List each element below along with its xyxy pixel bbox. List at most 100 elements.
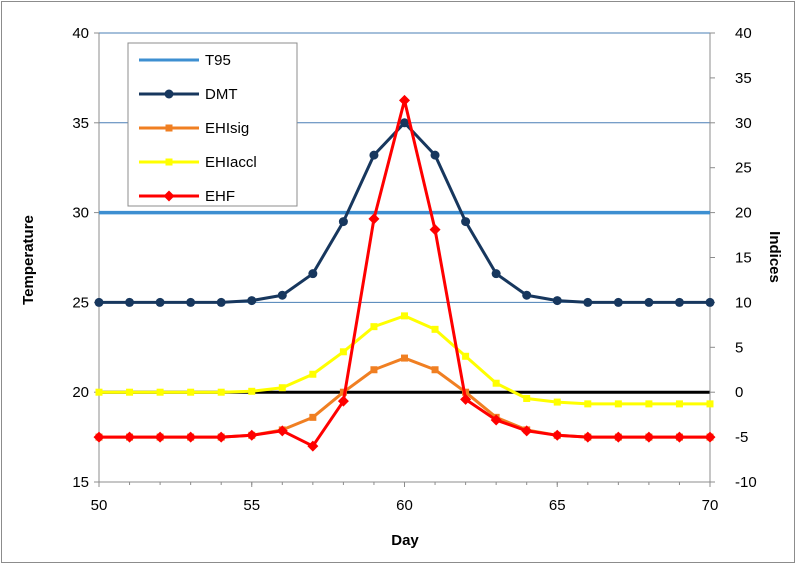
legend-item-ehisig: EHIsig xyxy=(139,120,249,137)
data-point-circle xyxy=(491,269,501,279)
legend-item-ehf: EHF xyxy=(139,188,235,205)
data-point-square xyxy=(165,124,173,132)
plot-series xyxy=(93,94,716,452)
data-point-square xyxy=(675,400,683,408)
data-point-diamond xyxy=(93,431,105,443)
x-tick-label: 55 xyxy=(243,497,260,514)
x-tick-label: 70 xyxy=(702,497,719,514)
y2-tick-label: 15 xyxy=(735,250,752,267)
data-point-circle xyxy=(705,297,715,307)
data-point-square xyxy=(165,158,173,166)
data-point-circle xyxy=(613,297,623,307)
data-point-square xyxy=(431,366,439,374)
data-point-diamond xyxy=(307,440,319,452)
legend-item-t95: T95 xyxy=(139,52,231,69)
data-point-diamond xyxy=(124,431,136,443)
y2-tick-label: 30 xyxy=(735,115,752,132)
data-point-diamond xyxy=(521,425,533,437)
data-point-circle xyxy=(308,269,318,279)
axes xyxy=(94,32,715,487)
data-point-circle xyxy=(94,297,104,307)
y2-tick-label: 25 xyxy=(735,160,752,177)
legend-item-ehiaccl: EHIaccl xyxy=(139,154,257,171)
data-point-square xyxy=(401,354,408,362)
y-tick-label: 40 xyxy=(72,25,89,42)
y2-tick-label: -5 xyxy=(735,429,748,446)
data-point-square xyxy=(187,388,195,396)
data-point-square xyxy=(370,323,378,331)
data-point-circle xyxy=(247,296,257,306)
data-point-circle xyxy=(583,297,593,307)
y2-tick-label: 5 xyxy=(735,339,743,356)
data-point-square xyxy=(126,388,134,396)
data-point-circle xyxy=(155,297,165,307)
data-point-circle xyxy=(644,297,654,307)
y-tick-label: 35 xyxy=(72,115,89,132)
data-point-square xyxy=(492,379,500,387)
data-point-circle xyxy=(125,297,135,307)
data-point-square xyxy=(645,400,653,408)
data-point-square xyxy=(370,366,378,374)
data-point-square xyxy=(339,348,347,356)
data-point-square xyxy=(431,325,439,333)
y2-tick-label: 40 xyxy=(735,25,752,42)
legend: T95 DMT EHIsig EHIaccl EHF xyxy=(127,42,298,207)
data-point-square xyxy=(401,312,408,320)
data-point-circle xyxy=(277,290,287,300)
x-axis-label: Day xyxy=(391,532,419,549)
data-point-square xyxy=(706,400,714,408)
data-point-circle xyxy=(164,89,174,99)
data-point-square xyxy=(614,400,622,408)
data-point-diamond xyxy=(643,431,655,443)
data-point-diamond xyxy=(337,395,349,407)
data-point-diamond xyxy=(368,213,380,225)
data-point-square xyxy=(278,384,286,392)
y2-tick-label: 20 xyxy=(735,205,752,222)
data-point-diamond xyxy=(551,429,563,441)
y-tick-label: 25 xyxy=(72,294,89,311)
data-point-square xyxy=(309,370,317,378)
y2-tick-label: 35 xyxy=(735,70,752,87)
data-point-circle xyxy=(461,217,471,227)
data-point-diamond xyxy=(460,393,472,405)
data-point-circle xyxy=(552,296,562,306)
x-tick-label: 65 xyxy=(549,497,566,514)
x-tick-label: 50 xyxy=(91,497,108,514)
data-point-square xyxy=(95,388,103,396)
data-point-diamond xyxy=(154,431,166,443)
y-tick-label: 15 xyxy=(72,474,89,491)
data-point-square xyxy=(156,388,164,396)
data-point-diamond xyxy=(185,431,197,443)
legend-label: T95 xyxy=(205,52,231,69)
y2-axis-label: Indices xyxy=(766,231,783,283)
data-point-diamond xyxy=(490,414,502,426)
series-ehiaccl xyxy=(95,312,714,408)
legend-label: DMT xyxy=(205,86,238,103)
data-point-square xyxy=(309,413,317,421)
tick-labels: 15 20 25 30 35 40 -10 -5 0 5 10 15 20 25 30 35 40 50 55 60 6… xyxy=(72,25,756,514)
legend-label: EHIsig xyxy=(205,120,249,137)
data-point-diamond xyxy=(276,425,288,437)
series-dmt xyxy=(94,118,715,307)
data-point-diamond xyxy=(429,224,441,236)
legend-label: EHIaccl xyxy=(205,154,257,171)
data-point-diamond xyxy=(582,431,594,443)
series-ehisig xyxy=(95,354,714,441)
y2-tick-label: 0 xyxy=(735,384,743,401)
data-point-circle xyxy=(338,217,348,227)
y-tick-label: 30 xyxy=(72,205,89,222)
data-point-circle xyxy=(522,290,532,300)
data-point-square xyxy=(248,387,256,395)
y-tick-label: 20 xyxy=(72,384,89,401)
data-point-square xyxy=(462,352,470,360)
y2-tick-label: 10 xyxy=(735,294,752,311)
data-point-square xyxy=(553,398,561,406)
data-point-square xyxy=(523,394,531,402)
y2-tick-label: -10 xyxy=(735,474,757,491)
series-ehf xyxy=(93,94,716,452)
data-point-circle xyxy=(430,150,440,160)
legend-item-dmt: DMT xyxy=(139,86,238,103)
data-point-circle xyxy=(369,150,379,160)
